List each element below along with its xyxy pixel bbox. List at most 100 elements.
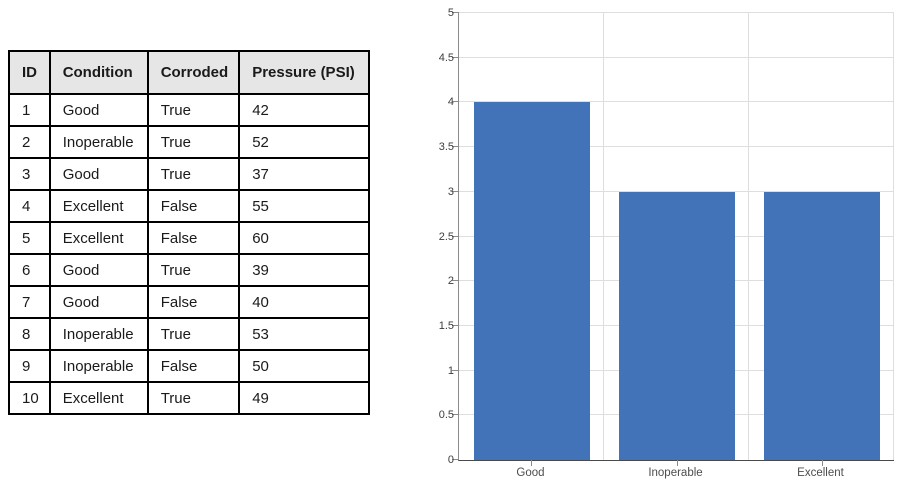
- y-axis-tick: [452, 12, 459, 13]
- table-row: 7 Good False 40: [8, 285, 371, 319]
- table-cell: True: [146, 125, 241, 159]
- table-body: 1 Good True 42 2 Inoperable True 52 3 Good True 37 4…: [8, 93, 371, 415]
- table-row: 10 Excellent True 49: [8, 381, 371, 415]
- bar-good: [473, 102, 590, 460]
- y-axis-tick: [452, 101, 459, 103]
- table-cell: 55: [238, 189, 371, 223]
- y-tick-label: 3: [447, 185, 454, 198]
- table-cell: Inoperable: [48, 349, 149, 383]
- bar-chart: 0 0.5 1 1.5 2 2.5 3 3.5 4 4.5 5 Good Inoperable Exce…: [420, 0, 904, 487]
- table-cell: 39: [238, 253, 371, 287]
- table-cell: 9: [8, 349, 51, 383]
- y-axis-tick: [452, 190, 459, 192]
- y-tick-label: 2: [447, 275, 454, 288]
- x-tick-label: Excellent: [797, 467, 844, 479]
- v-gridline: [602, 13, 604, 460]
- y-axis-tick: [452, 324, 459, 326]
- column-header: Corroded: [146, 50, 241, 95]
- y-axis-tick: [452, 369, 459, 371]
- table-cell: Inoperable: [48, 317, 149, 351]
- table-header-row: ID Condition Corroded Pressure (PSI): [8, 50, 371, 95]
- table-cell: True: [146, 381, 241, 415]
- table-cell: Excellent: [48, 189, 149, 223]
- y-axis-tick: [452, 459, 459, 460]
- table-row: 9 Inoperable False 50: [8, 349, 371, 383]
- y-axis-tick: [452, 146, 459, 148]
- table-cell: Excellent: [48, 221, 149, 255]
- table-cell: Good: [48, 157, 149, 191]
- h-gridline: [459, 146, 894, 148]
- x-axis-tick: [676, 460, 678, 466]
- y-axis-tick: [452, 56, 459, 58]
- table-cell: 42: [238, 93, 371, 127]
- table-cell: 49: [238, 381, 371, 415]
- v-gridline: [747, 13, 749, 460]
- column-header: ID: [8, 50, 51, 95]
- table-cell: False: [146, 189, 241, 223]
- table-cell: True: [146, 317, 241, 351]
- table-cell: False: [146, 349, 241, 383]
- x-tick-label: Inoperable: [648, 467, 703, 479]
- y-tick-label: 1.5: [438, 319, 454, 332]
- h-gridline: [459, 12, 894, 13]
- x-axis-tick: [531, 460, 533, 466]
- x-axis-tick: [821, 460, 823, 466]
- table-cell: 5: [8, 221, 51, 255]
- y-axis-tick: [452, 235, 459, 237]
- table-row: 2 Inoperable True 52: [8, 125, 371, 159]
- table-row: 4 Excellent False 55: [8, 189, 371, 223]
- table-cell: 7: [8, 285, 51, 319]
- table-cell: 1: [8, 93, 51, 127]
- column-header: Condition: [48, 50, 149, 95]
- table-cell: 60: [238, 221, 371, 255]
- y-tick-label: 0: [447, 454, 454, 466]
- y-tick-label: 5: [447, 7, 454, 19]
- table-cell: 8: [8, 317, 51, 351]
- table-cell: Good: [48, 285, 149, 319]
- table-header: ID Condition Corroded Pressure (PSI): [8, 50, 371, 95]
- table-cell: Inoperable: [48, 125, 149, 159]
- table-cell: False: [146, 221, 241, 255]
- y-tick-label: 4.5: [438, 51, 454, 64]
- table-row: 5 Excellent False 60: [8, 221, 371, 255]
- table-cell: 50: [238, 349, 371, 383]
- y-axis-tick: [452, 280, 459, 282]
- y-tick-label: 0.5: [438, 409, 454, 422]
- table-row: 3 Good True 37: [8, 157, 371, 191]
- x-tick-label: Good: [516, 467, 545, 479]
- h-gridline: [459, 56, 894, 58]
- table-cell: 2: [8, 125, 51, 159]
- y-tick-label: 2.5: [438, 230, 454, 243]
- table-cell: 40: [238, 285, 371, 319]
- table-row: 8 Inoperable True 53: [8, 317, 371, 351]
- table-cell: 10: [8, 381, 51, 415]
- column-header: Pressure (PSI): [238, 50, 371, 95]
- h-gridline: [459, 190, 894, 192]
- y-tick-label: 1: [447, 364, 454, 377]
- table-cell: Good: [48, 93, 149, 127]
- y-tick-label: 3.5: [438, 141, 454, 154]
- y-axis-tick: [452, 414, 459, 416]
- table-cell: 52: [238, 125, 371, 159]
- table-cell: True: [146, 157, 241, 191]
- data-table-panel: ID Condition Corroded Pressure (PSI) 1 Good T…: [8, 50, 371, 415]
- bar-inoperable: [618, 191, 735, 460]
- v-gridline: [893, 13, 894, 460]
- table-cell: True: [146, 93, 241, 127]
- data-table: ID Condition Corroded Pressure (PSI) 1 Good T…: [8, 50, 371, 415]
- table-cell: 53: [238, 317, 371, 351]
- table-cell: 3: [8, 157, 51, 191]
- table-cell: False: [146, 285, 241, 319]
- table-cell: 4: [8, 189, 51, 223]
- bar-excellent: [763, 191, 880, 460]
- table-cell: Excellent: [48, 381, 149, 415]
- table-cell: True: [146, 253, 241, 287]
- table-row: 1 Good True 42: [8, 93, 371, 127]
- y-tick-label: 4: [447, 96, 454, 109]
- table-row: 6 Good True 39: [8, 253, 371, 287]
- table-cell: 37: [238, 157, 371, 191]
- table-cell: 6: [8, 253, 51, 287]
- chart-plot-area: [452, 12, 894, 466]
- h-gridline: [459, 101, 894, 103]
